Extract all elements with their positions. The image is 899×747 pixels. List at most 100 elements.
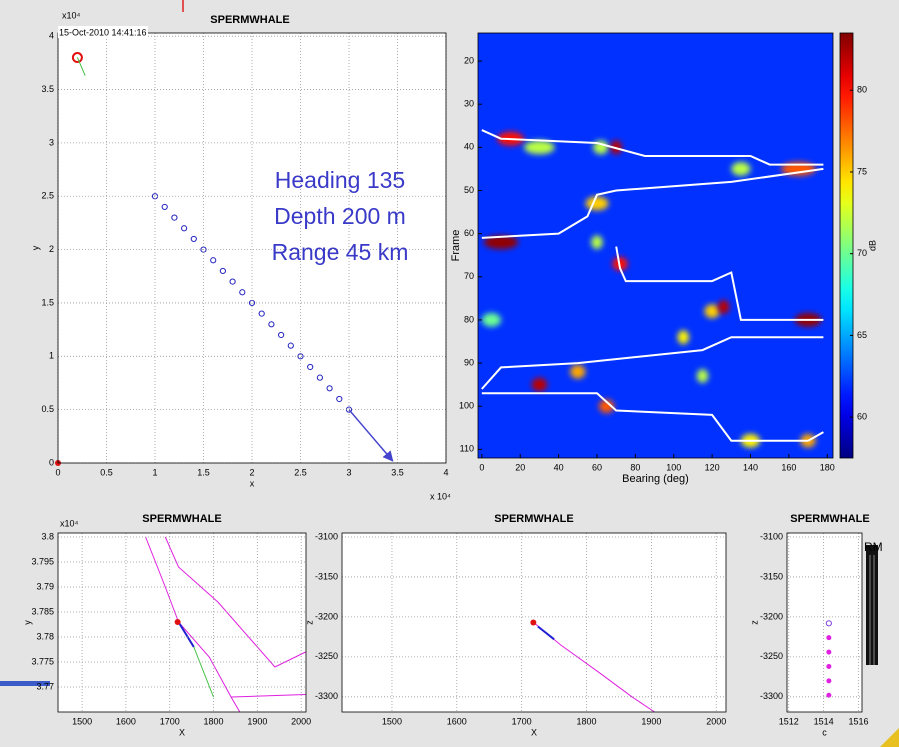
overlay-bars bbox=[866, 545, 878, 665]
overlay-label: RM bbox=[864, 540, 883, 554]
heat-spot bbox=[591, 235, 603, 249]
position-dot bbox=[175, 619, 181, 625]
x-tick-label: 3 bbox=[346, 467, 351, 477]
x-tick-label: 1 bbox=[152, 467, 157, 477]
y-tick-label: 3.78 bbox=[36, 631, 54, 641]
x-tick-label: 0 bbox=[479, 462, 484, 472]
heat-spot bbox=[718, 300, 730, 314]
x-tick-label: 3.5 bbox=[391, 467, 404, 477]
page: 00.511.522.533.5400.511.522.533.54SPERMW… bbox=[0, 0, 899, 747]
x-tick-label: 1512 bbox=[779, 716, 799, 726]
y-tick-label: -3200 bbox=[315, 611, 338, 621]
y-tick-label: 110 bbox=[460, 444, 474, 454]
y-tick-label: 3.8 bbox=[41, 531, 54, 541]
x-tick-label: 2000 bbox=[291, 716, 311, 726]
x-axis-label: x bbox=[250, 478, 255, 488]
y-tick-label: 3.785 bbox=[31, 606, 54, 616]
y-tick-label: 3.79 bbox=[36, 581, 54, 591]
heat-spot bbox=[585, 197, 608, 211]
x-tick-label: 120 bbox=[705, 462, 720, 472]
black-bar bbox=[866, 545, 878, 665]
y-tick-label: 30 bbox=[464, 99, 474, 109]
data-point bbox=[827, 636, 831, 640]
y-tick-label: 100 bbox=[459, 401, 474, 411]
heat-spot bbox=[570, 365, 585, 379]
timestamp: 15-Oct-2010 14:41:16 bbox=[59, 27, 147, 37]
y-axis-label: y bbox=[30, 245, 40, 250]
y-tick-label: 50 bbox=[464, 185, 474, 195]
y-tick-label: 20 bbox=[464, 55, 474, 65]
x-tick-label: 1700 bbox=[512, 716, 532, 726]
y-axis-label: y bbox=[22, 620, 32, 625]
x-axis-label: Bearing (deg) bbox=[622, 473, 689, 485]
y-tick-label: -3300 bbox=[760, 691, 783, 701]
y-tick-label: 60 bbox=[464, 228, 474, 238]
annotation: Heading 135 bbox=[275, 167, 405, 193]
x-tick-label: 1500 bbox=[72, 716, 92, 726]
y-axis-label: z bbox=[304, 620, 314, 625]
y-tick-label: 70 bbox=[464, 271, 474, 281]
y-tick-label: 40 bbox=[464, 142, 474, 152]
x-tick-label: 1516 bbox=[848, 716, 868, 726]
colorbar-tick-label: 60 bbox=[857, 412, 867, 422]
data-point bbox=[827, 664, 831, 668]
x-tick-label: 1800 bbox=[204, 716, 224, 726]
y-tick-label: 90 bbox=[464, 357, 474, 367]
y-axis-label: z bbox=[749, 620, 759, 625]
x-tick-label: 1500 bbox=[382, 716, 402, 726]
x-tick-label: 140 bbox=[743, 462, 758, 472]
plot-area bbox=[787, 533, 862, 712]
x-axis-label: X bbox=[179, 727, 185, 737]
chart-title: SPERMWHALE bbox=[210, 14, 289, 26]
y-tick-label: -3200 bbox=[760, 611, 783, 621]
heat-spot bbox=[524, 140, 555, 154]
y-tick-label: 2 bbox=[49, 244, 54, 254]
x-tick-label: 100 bbox=[666, 462, 681, 472]
colorbar-label: dB bbox=[867, 240, 877, 251]
x-tick-label: 4 bbox=[443, 467, 448, 477]
x-tick-label: 0.5 bbox=[100, 467, 113, 477]
axis-scale-label: x10⁴ bbox=[60, 518, 79, 528]
heat-spot bbox=[532, 378, 547, 392]
x-tick-label: 1900 bbox=[641, 716, 661, 726]
x-tick-label: 0 bbox=[55, 467, 60, 477]
x-tick-label: 180 bbox=[820, 462, 835, 472]
y-tick-label: 0 bbox=[49, 457, 54, 467]
x-tick-label: 1800 bbox=[577, 716, 597, 726]
x-tick-label: 1600 bbox=[447, 716, 467, 726]
x-tick-label: 80 bbox=[630, 462, 640, 472]
axis-scale-label: x10⁴ bbox=[62, 10, 81, 20]
chart-title: SPERMWHALE bbox=[494, 513, 573, 525]
x-tick-label: 1514 bbox=[814, 716, 834, 726]
x-tick-label: 1900 bbox=[247, 716, 267, 726]
heat-spot bbox=[731, 162, 750, 176]
x-tick-label: 20 bbox=[515, 462, 525, 472]
colorbar bbox=[840, 33, 853, 458]
x-tick-label: 2 bbox=[249, 467, 254, 477]
x-tick-label: 2.5 bbox=[294, 467, 307, 477]
x-tick-label: 2000 bbox=[706, 716, 726, 726]
x-axis-label: c bbox=[822, 727, 827, 737]
data-point bbox=[827, 679, 831, 683]
heat-spot bbox=[482, 313, 501, 327]
y-tick-label: 4 bbox=[49, 31, 54, 41]
y-axis-label: Frame bbox=[450, 230, 462, 262]
figure: 00.511.522.533.5400.511.522.533.54SPERMW… bbox=[0, 0, 899, 747]
position-dot bbox=[530, 620, 536, 626]
y-tick-label: 3.775 bbox=[31, 656, 54, 666]
data-point bbox=[827, 650, 831, 654]
colorbar-tick-label: 75 bbox=[857, 166, 867, 176]
y-tick-label: 3.77 bbox=[36, 681, 54, 691]
colorbar-tick-label: 70 bbox=[857, 248, 867, 258]
y-tick-label: 80 bbox=[464, 314, 474, 324]
colorbar-tick-label: 80 bbox=[857, 85, 867, 95]
annotation: Depth 200 m bbox=[274, 203, 406, 229]
y-tick-label: -3300 bbox=[315, 691, 338, 701]
x-tick-label: 1.5 bbox=[197, 467, 210, 477]
chart-title: SPERMWHALE bbox=[790, 513, 869, 525]
annotation: Range 45 km bbox=[272, 239, 409, 265]
heat-spot bbox=[704, 304, 719, 318]
y-tick-label: -3150 bbox=[760, 571, 783, 581]
heat-spot bbox=[697, 369, 709, 383]
plot-area bbox=[58, 533, 306, 712]
